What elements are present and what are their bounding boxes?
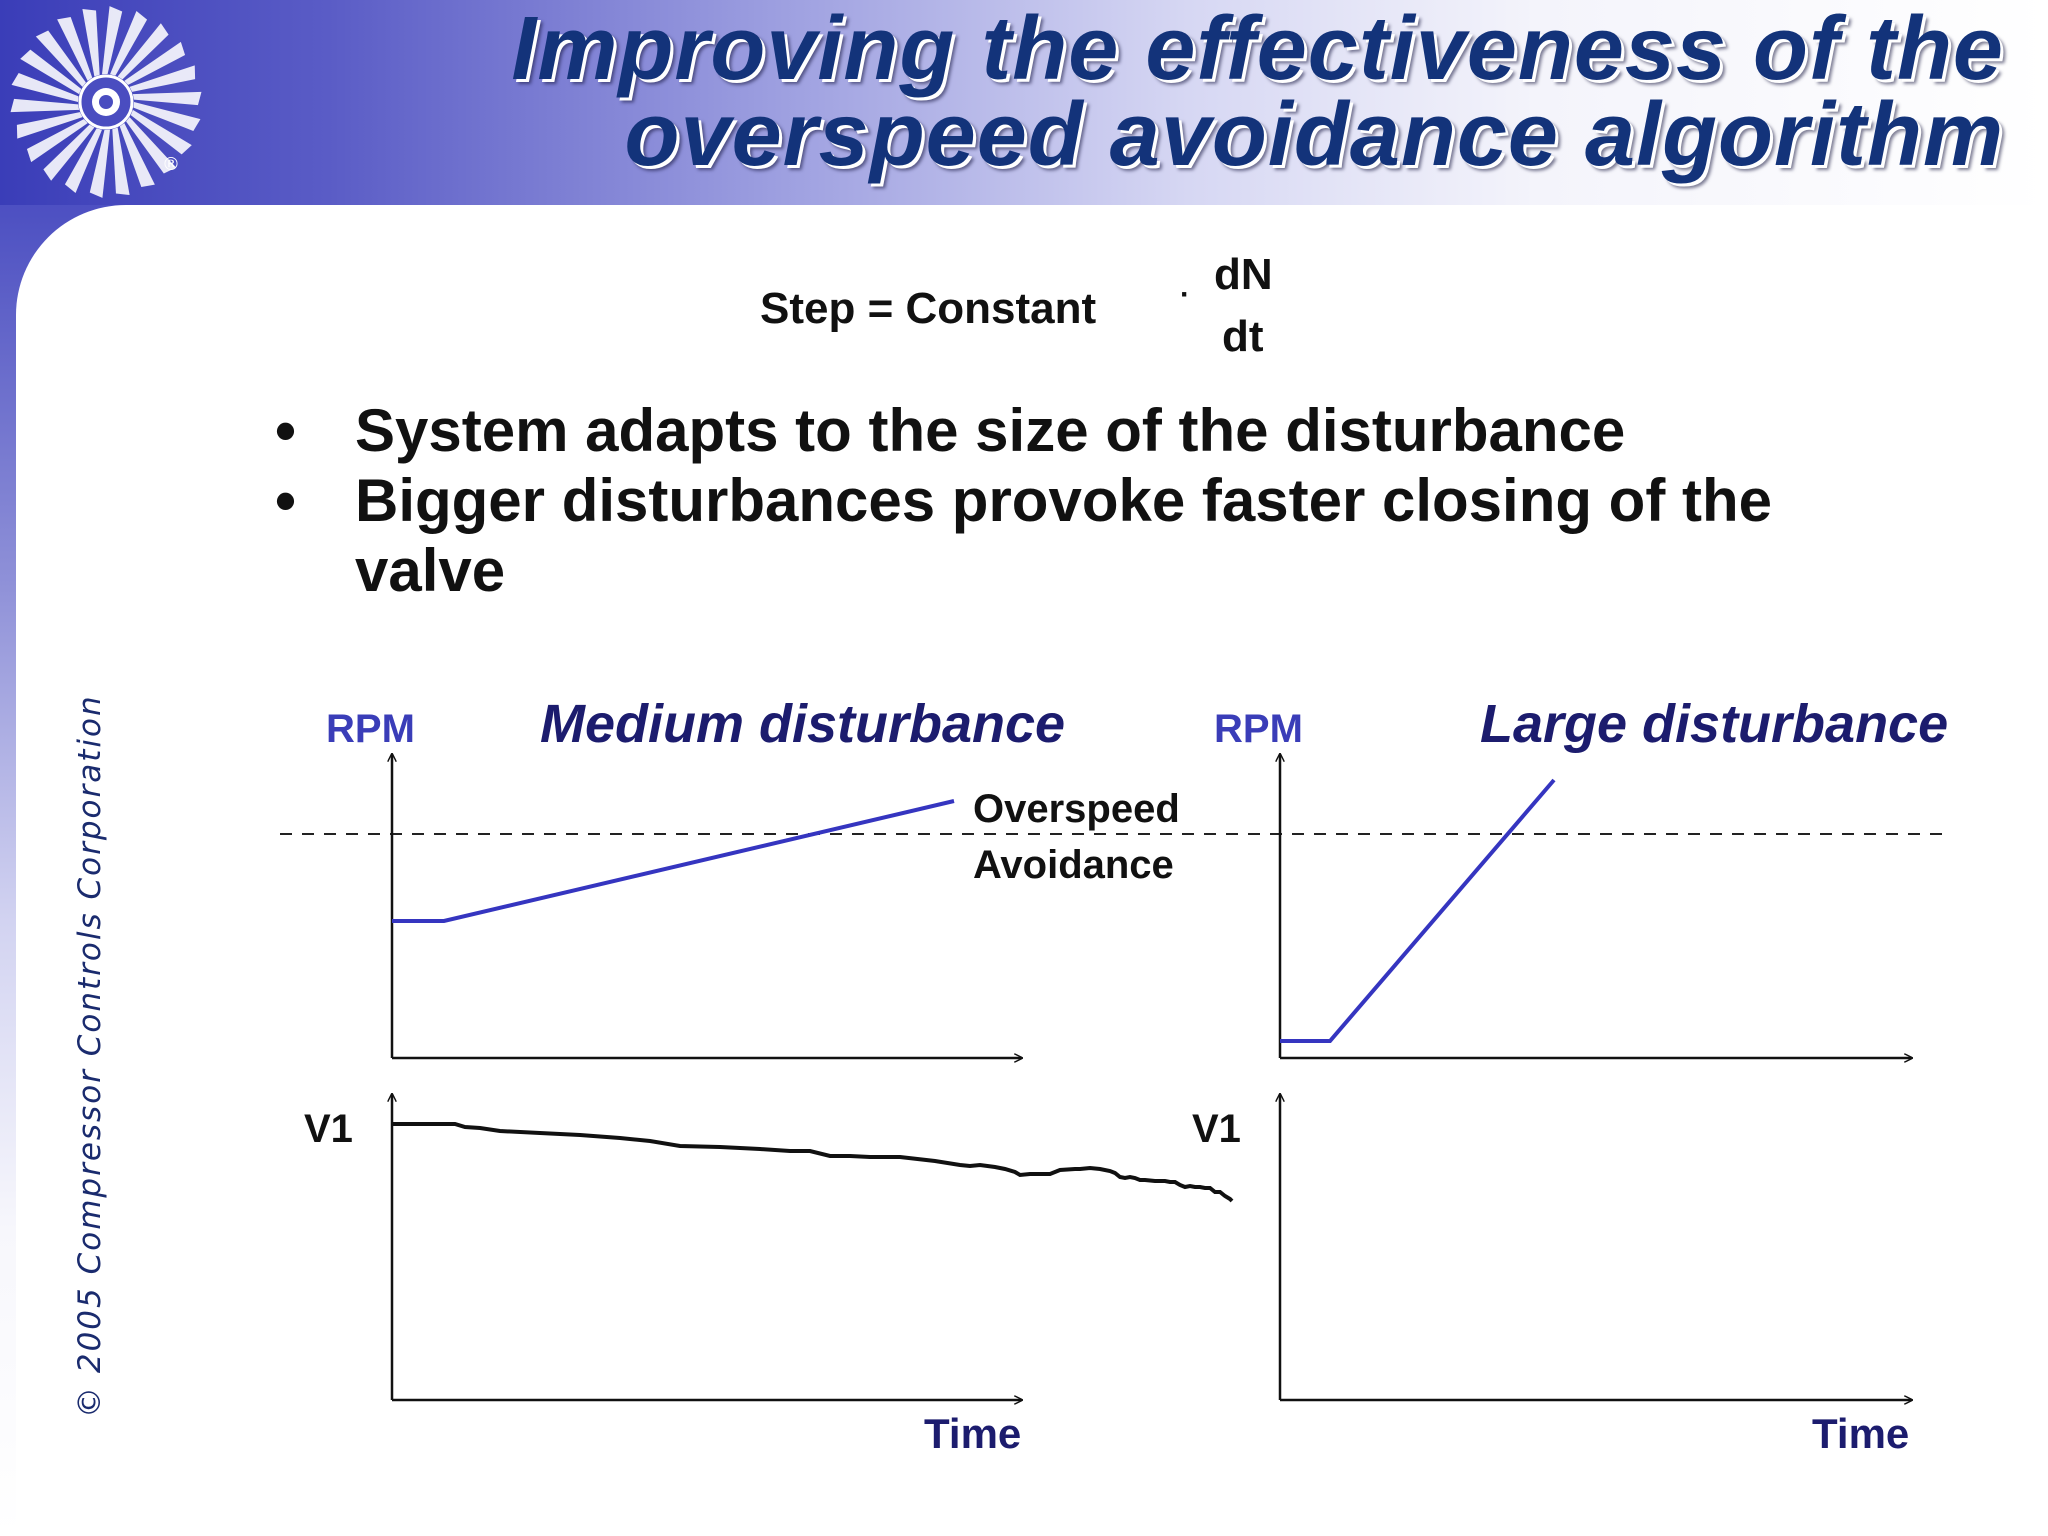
- medium-v1-trace: [392, 1122, 1234, 1203]
- logo-blade: [35, 30, 86, 87]
- logo-blade: [26, 119, 88, 163]
- medium-v1-label: V1: [304, 1107, 353, 1151]
- bullet-list: System adapts to the size of the disturb…: [270, 396, 1870, 606]
- medium-rpm-trace: [392, 799, 955, 923]
- logo-blade: [89, 129, 110, 198]
- logo-blade: [20, 49, 82, 95]
- logo-blade: [119, 123, 155, 187]
- avoidance-label: Avoidance: [973, 843, 1174, 887]
- formula-denominator: dt: [1222, 312, 1264, 361]
- logo-blade: [109, 10, 148, 76]
- logo-blade: [64, 128, 103, 194]
- large-rpm-label: RPM: [1214, 707, 1303, 751]
- header-band: [0, 0, 2048, 205]
- logo-blade: [10, 98, 80, 113]
- logo-blade: [117, 23, 169, 80]
- title-line-1: Improving the effectiveness of the: [511, 0, 2004, 99]
- compressor-turbine-logo-icon: ®: [10, 6, 202, 198]
- medium-rpm-label: RPM: [326, 707, 415, 751]
- logo-blade: [57, 17, 93, 81]
- title-line-2: overspeed avoidance algorithm: [624, 85, 2004, 185]
- large-time-label: Time: [1812, 1410, 1909, 1457]
- large-rpm-axes: [1280, 754, 1912, 1058]
- logo-blade: [133, 102, 201, 131]
- logo-blade: [16, 112, 83, 139]
- logo-blade: [129, 65, 196, 92]
- large-v1-label: V1: [1192, 1107, 1241, 1151]
- logo-blade: [112, 127, 130, 196]
- logo-blade: [130, 109, 192, 155]
- overspeed-label: Overspeed: [973, 787, 1180, 831]
- large-rpm-trace: [1280, 778, 1556, 1043]
- bullet-item: Bigger disturbances provoke faster closi…: [270, 466, 1870, 606]
- logo-blade: [82, 8, 100, 77]
- slide-title: Improving the effectiveness of the overs…: [511, 4, 2004, 180]
- logo-blade: [11, 73, 79, 102]
- formula-multiply-dot: ·: [1180, 278, 1190, 311]
- logo-blade: [124, 41, 186, 85]
- medium-v1-axes: [392, 1094, 1022, 1400]
- logo-blade: [102, 6, 123, 75]
- formula-numerator: dN: [1214, 250, 1273, 299]
- large-disturbance-title: Large disturbance: [1480, 694, 1948, 754]
- logo-blade: [43, 124, 95, 181]
- logo-blade: [126, 117, 177, 174]
- medium-disturbance-title: Medium disturbance: [540, 694, 1065, 754]
- bullet-item: System adapts to the size of the disturb…: [270, 396, 1870, 466]
- svg-text:®: ®: [162, 154, 180, 175]
- formula-lhs: Step = Constant: [760, 284, 1097, 333]
- large-v1-axes: [1280, 1094, 1912, 1400]
- logo-blade: [132, 91, 202, 106]
- medium-time-label: Time: [924, 1410, 1021, 1457]
- medium-rpm-axes: [392, 754, 1022, 1058]
- step-formula: Step = Constant · dN dt: [760, 250, 1300, 370]
